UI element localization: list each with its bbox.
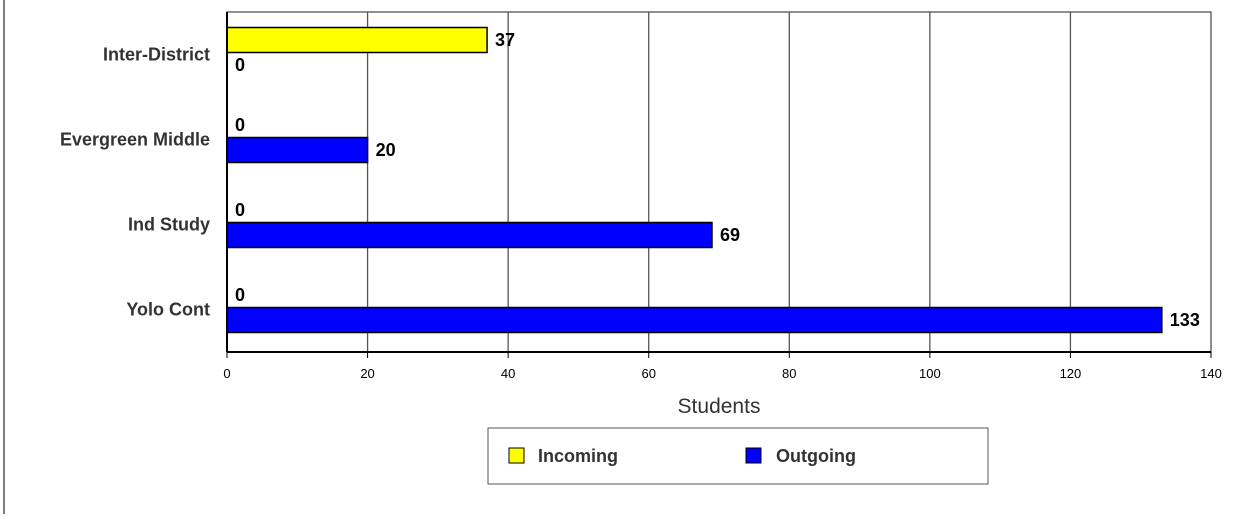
data-label: 0 xyxy=(235,115,245,135)
x-tick-label: 120 xyxy=(1060,366,1082,381)
category-label: Ind Study xyxy=(128,215,210,235)
bar-outgoing xyxy=(226,221,713,249)
legend-label-incoming: Incoming xyxy=(538,446,618,466)
data-label: 133 xyxy=(1170,310,1200,330)
category-label: Yolo Cont xyxy=(126,300,210,320)
legend: Incoming Outgoing xyxy=(487,427,989,485)
data-label: 69 xyxy=(720,225,740,245)
x-axis-title: Students xyxy=(678,395,761,418)
bar-incoming xyxy=(226,26,488,54)
x-axis: 0 20 40 60 80 100 120 140 xyxy=(223,12,1222,381)
legend-box xyxy=(487,427,989,485)
data-label: 0 xyxy=(235,200,245,220)
x-tick-label: 80 xyxy=(782,366,796,381)
bars: 37 0 0 20 0 69 0 133 xyxy=(226,26,1200,334)
data-label: 0 xyxy=(235,285,245,305)
x-tick-label: 140 xyxy=(1200,366,1222,381)
x-tick-label: 100 xyxy=(919,366,941,381)
category-label: Inter-District xyxy=(103,45,210,65)
x-tick-label: 40 xyxy=(501,366,515,381)
legend-swatch-outgoing xyxy=(745,447,762,464)
data-label: 20 xyxy=(376,140,396,160)
x-tick-label: 0 xyxy=(223,366,230,381)
category-label: Evergreen Middle xyxy=(60,130,210,150)
x-tick-label: 60 xyxy=(641,366,655,381)
legend-label-outgoing: Outgoing xyxy=(776,446,856,466)
data-label: 0 xyxy=(235,55,245,75)
gridlines xyxy=(226,11,1212,353)
legend-swatch-incoming xyxy=(508,447,525,464)
data-label: 37 xyxy=(495,30,515,50)
x-tick-label: 20 xyxy=(360,366,374,381)
plot-frame xyxy=(226,11,1212,353)
bar-outgoing xyxy=(226,136,369,164)
category-labels: Inter-District Evergreen Middle Ind Study Y… xyxy=(60,45,210,320)
bar-outgoing xyxy=(226,306,1163,334)
